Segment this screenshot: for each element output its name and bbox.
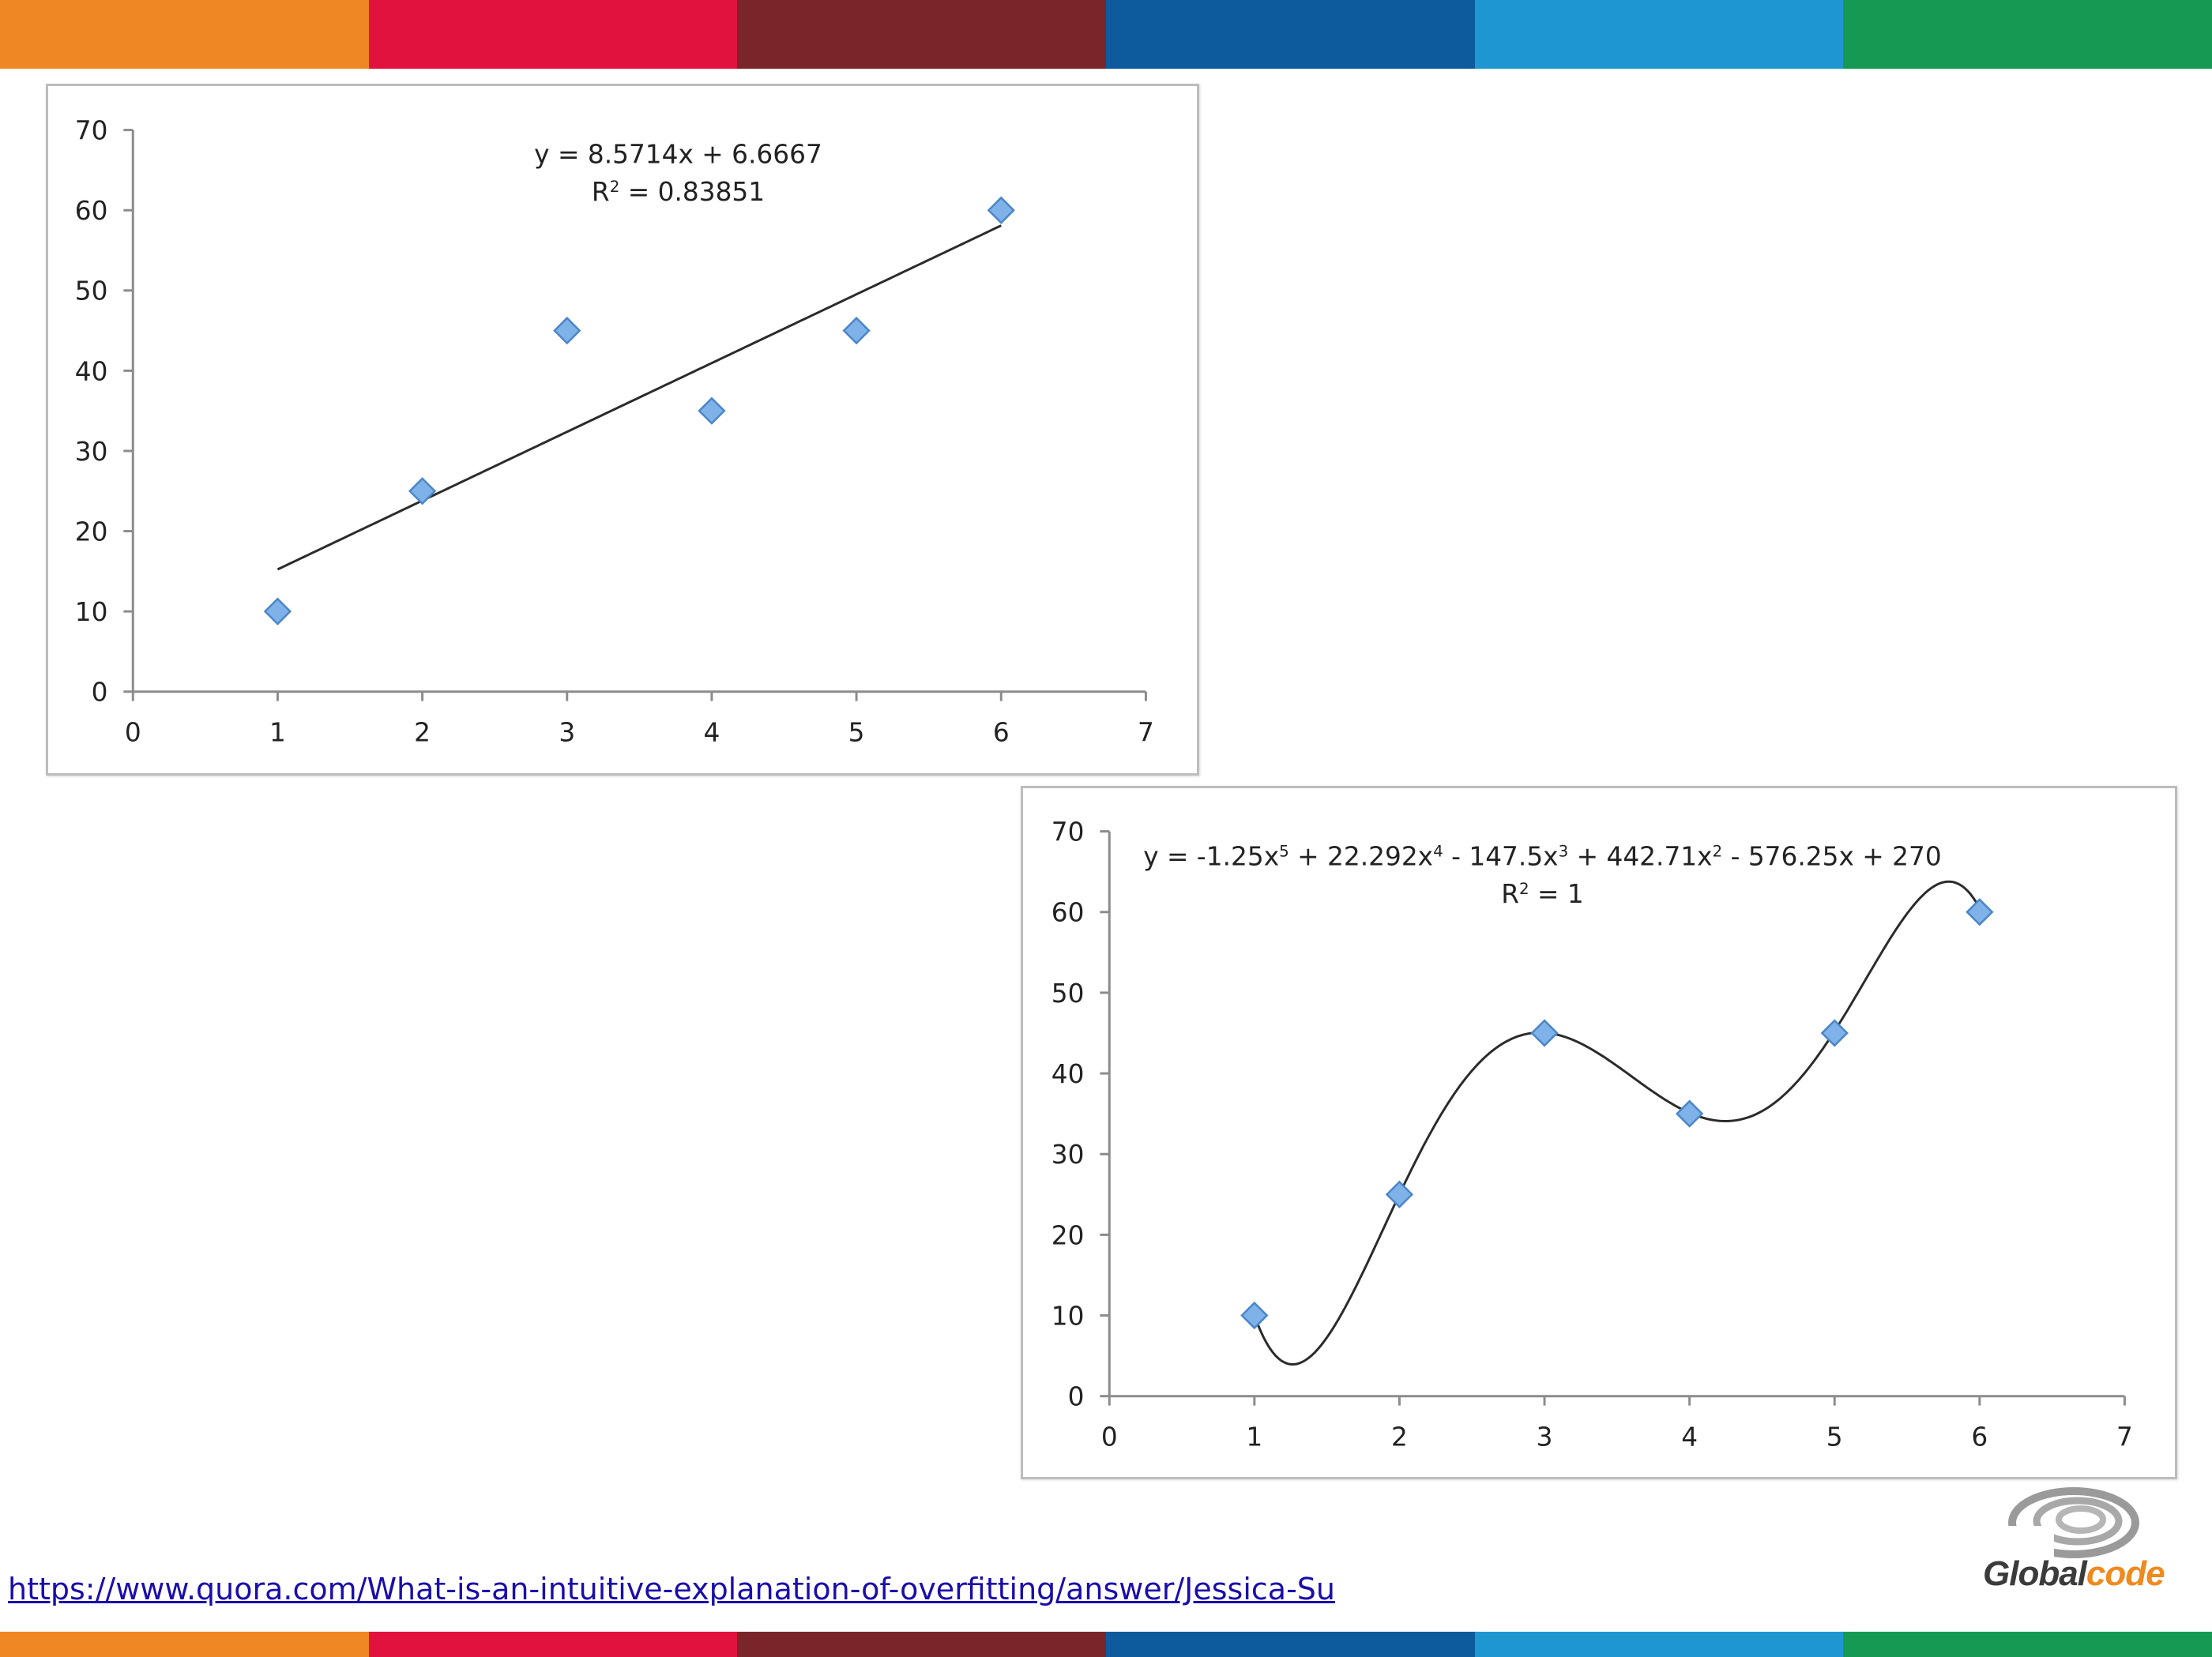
polynomial-trendline	[1253, 880, 1981, 1366]
top-color-stripe	[0, 0, 2212, 69]
stripe-maroon	[737, 1632, 1107, 1657]
y-tick-label: 70	[75, 116, 108, 146]
linear-fit-chart: 0 10 20 30 40 50 60 70 0 1 2 3 4 5 6 7 y = 8.5714x + 6.6…	[46, 84, 1199, 776]
linear-fit-plot: 0 10 20 30 40 50 60 70 0 1 2 3 4 5 6 7 y = 8.5714x + 6.6…	[75, 116, 1154, 748]
y-tick-label: 70	[1051, 817, 1085, 847]
linear-trendline	[276, 224, 1002, 571]
y-tick-label: 0	[92, 678, 108, 708]
trendline-equation: y = -1.25x5 + 22.292x4 - 147.5x3 + 442.7…	[1143, 841, 1941, 871]
polynomial-fit-plot: 0 10 20 30 40 50 60 70 0 1 2 3 4 5 6 7 y = -1.25x5 + 22.…	[1051, 817, 2133, 1452]
y-tick-label: 50	[75, 276, 108, 306]
y-tick-label: 40	[75, 356, 108, 386]
x-tick-label: 1	[1246, 1422, 1262, 1452]
stripe-green	[1843, 1632, 2212, 1657]
data-point-marker	[1530, 1019, 1559, 1047]
stripe-sky-blue	[1474, 1632, 1844, 1657]
globalcode-swirl-icon	[1999, 1487, 2139, 1560]
x-tick-label: 4	[1681, 1422, 1698, 1452]
y-tick-label: 20	[1051, 1220, 1085, 1250]
source-link[interactable]: https://www.quora.com/What-is-an-intuiti…	[8, 1572, 1335, 1606]
stripe-red	[368, 0, 738, 69]
y-tick-label: 50	[1051, 979, 1085, 1009]
logo-word-code: code	[2086, 1554, 2165, 1593]
data-point-marker	[698, 396, 726, 425]
stripe-maroon	[737, 0, 1107, 69]
y-tick-label: 0	[1068, 1382, 1085, 1412]
globalcode-logo: Globalcode	[1975, 1485, 2172, 1603]
data-point-marker	[1240, 1301, 1269, 1330]
data-point-marker	[842, 316, 871, 345]
logo-word-global: Global	[1983, 1554, 2087, 1593]
x-tick-label: 4	[704, 717, 720, 747]
y-tick-label: 40	[1051, 1059, 1085, 1089]
stripe-navy	[1106, 1632, 1475, 1657]
trendline-equation: y = 8.5714x + 6.6667	[534, 139, 822, 169]
x-tick-label: 2	[1391, 1422, 1408, 1452]
data-point-marker	[1385, 1180, 1414, 1208]
y-tick-label: 10	[75, 597, 108, 627]
y-tick-label: 30	[1051, 1140, 1085, 1170]
r-squared-label: R2 = 0.83851	[592, 177, 765, 207]
x-tick-label: 6	[1971, 1422, 1988, 1452]
x-tick-label: 3	[559, 717, 575, 747]
bottom-color-stripe	[0, 1632, 2212, 1657]
stripe-green	[1843, 0, 2212, 69]
r-squared-label: R2 = 1	[1501, 879, 1584, 909]
data-point-marker	[408, 477, 437, 505]
stripe-navy	[1106, 0, 1475, 69]
y-tick-label: 30	[75, 437, 108, 467]
x-tick-label: 3	[1537, 1422, 1553, 1452]
x-tick-label: 5	[848, 717, 865, 747]
globalcode-wordmark: Globalcode	[1983, 1554, 2172, 1594]
y-tick-label: 60	[1051, 898, 1085, 928]
y-tick-label: 60	[75, 196, 108, 226]
data-point-marker	[553, 316, 581, 345]
y-tick-label: 20	[75, 517, 108, 547]
polynomial-fit-chart: 0 10 20 30 40 50 60 70 0 1 2 3 4 5 6 7 y = -1.25x5 + 22.…	[1021, 786, 2177, 1479]
data-point-marker	[263, 597, 292, 626]
x-tick-label: 5	[1826, 1422, 1843, 1452]
stripe-orange	[0, 0, 369, 69]
data-point-marker	[987, 196, 1015, 224]
data-point-marker	[1820, 1019, 1849, 1047]
y-tick-label: 10	[1051, 1301, 1085, 1331]
x-tick-label: 7	[2116, 1422, 2133, 1452]
x-tick-label: 0	[125, 717, 141, 747]
x-tick-label: 1	[269, 717, 286, 747]
stripe-orange	[0, 1632, 369, 1657]
x-tick-label: 0	[1101, 1422, 1118, 1452]
data-point-marker	[1966, 898, 1994, 926]
data-point-marker	[1675, 1099, 1704, 1128]
stripe-red	[368, 1632, 738, 1657]
x-tick-label: 6	[993, 717, 1010, 747]
stripe-sky-blue	[1474, 0, 1844, 69]
x-tick-label: 7	[1138, 717, 1154, 747]
x-tick-label: 2	[414, 717, 431, 747]
